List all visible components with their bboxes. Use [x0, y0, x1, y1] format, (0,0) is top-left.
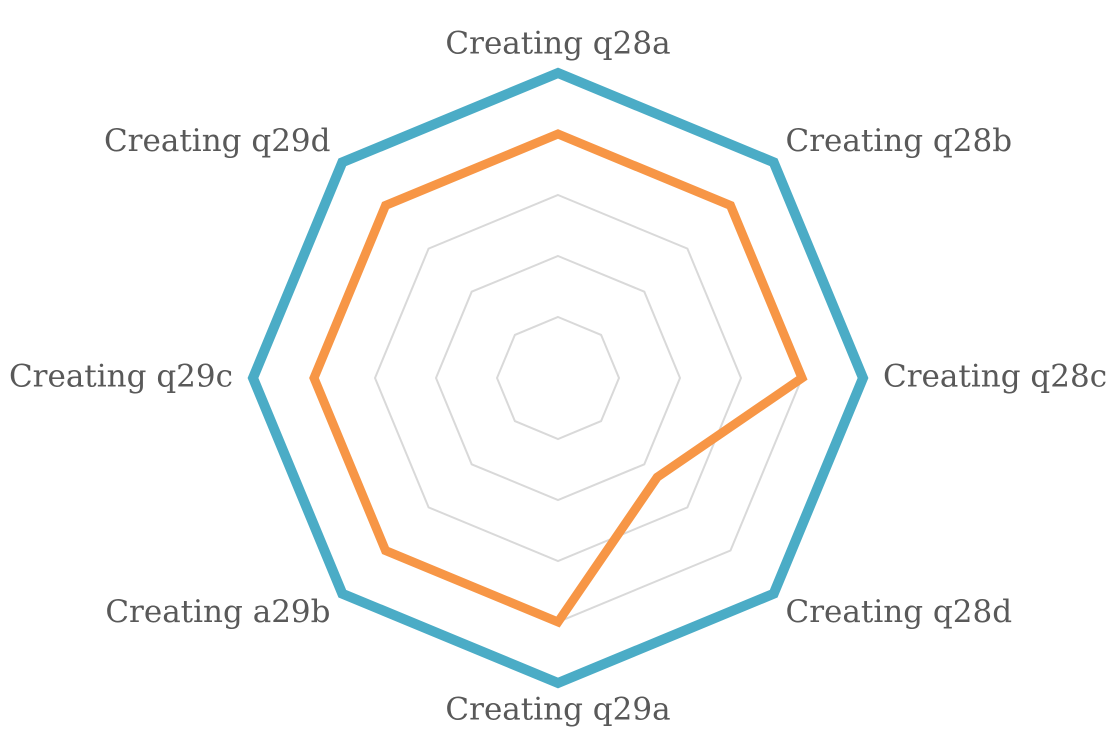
axis-label-8: Creating q29d — [104, 123, 331, 159]
axis-label-4: Creating q28d — [786, 594, 1013, 630]
series-line-1 — [247, 67, 869, 689]
axis-label-7: Creating q29c — [9, 359, 233, 395]
gridline-ring-1 — [495, 315, 621, 441]
axis-label-1: Creating q28a — [445, 26, 670, 62]
axis-label-3: Creating q28c — [883, 359, 1107, 395]
series-line-2 — [309, 129, 808, 628]
axis-label-5: Creating q29a — [445, 692, 670, 728]
radar-series — [247, 67, 869, 689]
gridline-ring-3 — [373, 193, 743, 563]
axis-label-6: Creating a29b — [105, 594, 330, 630]
gridline-ring-2 — [434, 254, 682, 502]
axis-labels: Creating q28a Creating q28b Creating q28c C… — [9, 26, 1107, 728]
axis-label-2: Creating q28b — [786, 123, 1013, 159]
